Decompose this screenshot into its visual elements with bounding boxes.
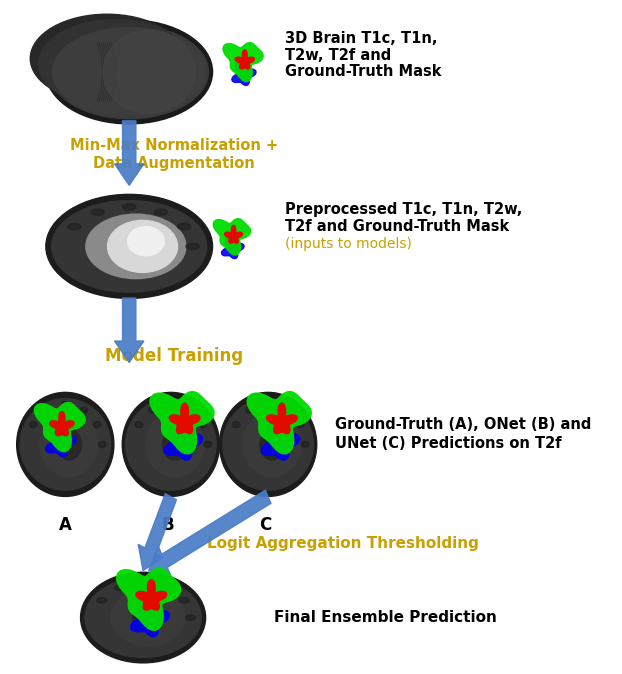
Ellipse shape — [123, 392, 220, 497]
FancyArrow shape — [138, 493, 177, 571]
Polygon shape — [232, 63, 256, 86]
Ellipse shape — [138, 580, 148, 586]
Polygon shape — [221, 237, 244, 259]
Polygon shape — [136, 580, 167, 610]
Polygon shape — [116, 568, 180, 630]
Polygon shape — [247, 392, 311, 454]
Ellipse shape — [185, 407, 193, 413]
Ellipse shape — [126, 398, 216, 490]
Ellipse shape — [185, 615, 195, 620]
Ellipse shape — [68, 224, 81, 230]
Ellipse shape — [243, 412, 301, 477]
Ellipse shape — [57, 429, 81, 460]
Ellipse shape — [50, 25, 208, 119]
Ellipse shape — [103, 30, 195, 113]
Ellipse shape — [220, 392, 317, 497]
Ellipse shape — [296, 421, 304, 428]
Text: C: C — [259, 516, 271, 534]
Ellipse shape — [62, 402, 69, 408]
Ellipse shape — [123, 204, 136, 210]
Ellipse shape — [232, 421, 240, 428]
Polygon shape — [213, 218, 251, 255]
Text: Model Training: Model Training — [104, 347, 243, 365]
Ellipse shape — [186, 243, 199, 249]
Ellipse shape — [80, 407, 88, 413]
Text: Ground-Truth (A), ONet (B) and: Ground-Truth (A), ONet (B) and — [335, 417, 591, 432]
FancyArrow shape — [114, 121, 144, 185]
Ellipse shape — [282, 407, 290, 413]
Ellipse shape — [301, 441, 309, 448]
Ellipse shape — [52, 201, 207, 292]
Text: Logit Aggregation Thresholding: Logit Aggregation Thresholding — [207, 536, 479, 551]
FancyArrow shape — [114, 298, 144, 363]
Ellipse shape — [52, 28, 206, 116]
Polygon shape — [150, 392, 214, 454]
Text: T2w, T2f and: T2w, T2f and — [285, 48, 391, 63]
Text: Preprocessed T1c, T1n, T2w,: Preprocessed T1c, T1n, T2w, — [285, 202, 522, 217]
Polygon shape — [164, 424, 203, 460]
Ellipse shape — [46, 20, 213, 124]
Ellipse shape — [111, 590, 185, 646]
Text: Final Ensemble Prediction: Final Ensemble Prediction — [274, 610, 496, 625]
Text: T2f and Ground-Truth Mask: T2f and Ground-Truth Mask — [285, 219, 509, 234]
Ellipse shape — [162, 585, 172, 590]
Ellipse shape — [46, 194, 213, 299]
Ellipse shape — [81, 572, 206, 663]
Text: Ground-Truth Mask: Ground-Truth Mask — [285, 65, 441, 80]
Ellipse shape — [260, 429, 284, 460]
Text: 3D Brain T1c, T1n,: 3D Brain T1c, T1n, — [285, 31, 437, 46]
Ellipse shape — [29, 421, 37, 428]
Text: Min-Max Normalization +: Min-Max Normalization + — [70, 137, 277, 152]
Text: (inputs to models): (inputs to models) — [285, 237, 412, 251]
Ellipse shape — [97, 598, 107, 603]
Ellipse shape — [177, 224, 191, 230]
Text: B: B — [162, 516, 174, 534]
Ellipse shape — [93, 421, 101, 428]
Ellipse shape — [199, 421, 207, 428]
Ellipse shape — [264, 402, 272, 408]
Polygon shape — [169, 403, 200, 433]
Ellipse shape — [17, 392, 114, 497]
Polygon shape — [131, 601, 169, 637]
Polygon shape — [266, 403, 297, 433]
Ellipse shape — [132, 604, 164, 631]
Ellipse shape — [223, 398, 313, 490]
Ellipse shape — [91, 209, 104, 215]
Ellipse shape — [108, 220, 177, 272]
Ellipse shape — [179, 598, 189, 603]
FancyArrow shape — [149, 490, 271, 576]
Polygon shape — [45, 428, 76, 457]
Ellipse shape — [85, 578, 202, 657]
Ellipse shape — [20, 398, 111, 490]
Polygon shape — [235, 50, 254, 69]
Text: A: A — [59, 516, 72, 534]
Ellipse shape — [135, 421, 143, 428]
Ellipse shape — [162, 429, 187, 460]
Polygon shape — [50, 412, 74, 435]
Ellipse shape — [204, 441, 211, 448]
Ellipse shape — [149, 407, 156, 413]
Ellipse shape — [128, 226, 164, 255]
Polygon shape — [225, 225, 243, 243]
Ellipse shape — [39, 20, 192, 108]
Ellipse shape — [40, 412, 98, 477]
Ellipse shape — [146, 412, 204, 477]
Ellipse shape — [154, 209, 167, 215]
Ellipse shape — [246, 407, 254, 413]
Text: Data Augmentation: Data Augmentation — [93, 156, 254, 171]
Polygon shape — [34, 402, 85, 452]
Ellipse shape — [114, 585, 124, 590]
Ellipse shape — [86, 214, 186, 278]
Ellipse shape — [98, 441, 106, 448]
Ellipse shape — [167, 402, 175, 408]
Text: UNet (C) Predictions on T2f: UNet (C) Predictions on T2f — [335, 435, 562, 450]
Ellipse shape — [30, 14, 183, 102]
Ellipse shape — [43, 407, 51, 413]
Polygon shape — [261, 424, 300, 460]
Polygon shape — [223, 42, 263, 82]
